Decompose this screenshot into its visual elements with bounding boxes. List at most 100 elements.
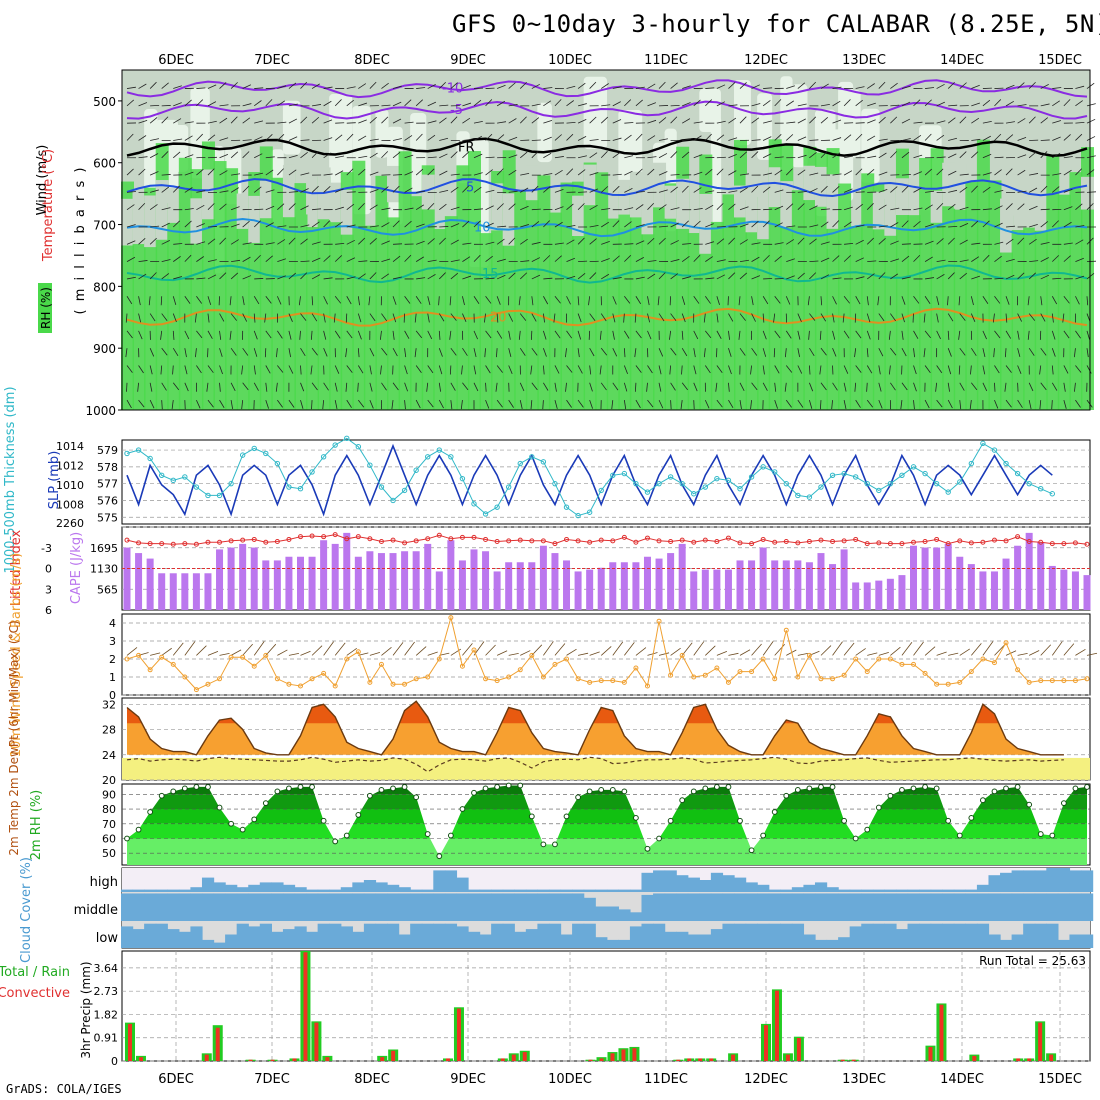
thickness-point [320,454,327,460]
thickness-point [494,504,500,510]
wind-barb [381,313,388,322]
wind-barb [554,365,560,374]
wind-barb [450,259,460,263]
wind-barb [1017,399,1023,408]
cloud-cell-high [1023,870,1036,892]
wind-barb [277,121,287,124]
wind-barb [300,313,307,321]
li-point [714,539,720,545]
date-label-bottom: 14DEC [940,1072,984,1087]
wind-barb [866,365,873,374]
wind-barb [1017,190,1027,193]
cloud-cell-high [768,889,781,892]
wind-barb [345,382,348,392]
wind-barb [1005,274,1015,280]
cape-tick-label: 1130 [90,563,118,576]
wind-barb [1051,400,1053,410]
wind-barb [416,240,425,245]
wind-barb [647,330,652,340]
wind-barb [1006,225,1016,228]
cloud-cell-low [560,934,573,948]
wind-barb [832,330,836,340]
wind-barb [161,116,169,124]
wind-barb [820,116,829,124]
wind-barb [982,330,987,340]
wind-barb [624,221,632,228]
wind-barb [728,365,732,375]
wind-barb [855,133,863,141]
wind10m-tick-label: 3 [109,635,116,648]
wind-barb [531,241,541,245]
wind-barb [392,185,400,193]
cloud-cell-low [595,937,608,948]
wind-barb [693,365,697,375]
wind-barb [658,81,666,89]
rh2m-point [968,814,975,821]
wind-barb [554,99,562,107]
wind-barb [346,99,354,107]
rh-gap [676,178,690,229]
wind-barb [867,83,875,89]
rh2m-point [725,784,732,790]
wind-barb [357,348,360,358]
wind-barb [231,173,241,176]
wind-barb [323,152,332,159]
cloud-cell-high [248,884,261,892]
li-point [610,538,616,544]
cape-bar [1014,545,1022,610]
wind-barb [508,348,512,358]
wind-barb [346,276,356,280]
cloud-cell-high [178,889,192,892]
wind-barb [577,169,586,176]
thickness-point [910,464,917,470]
wind-barb [866,330,871,340]
wind-barb [658,272,666,280]
cloud-cell-middle [791,893,805,921]
wind-axis-label: Wind (m/s) [35,145,50,216]
wind-barb [543,152,552,159]
wind-barb [866,348,869,358]
wind-barb [577,348,580,358]
wind-barb [219,154,229,159]
li-point [968,540,974,546]
wind-barb [265,242,275,245]
wind-barb [196,296,203,304]
thickness-point [182,474,188,480]
wind-barb [138,135,147,141]
cloud-cell-middle [467,893,481,921]
precip-convective-bar [500,1058,505,1061]
wind10m-point [945,681,951,687]
wind-barb [138,313,142,323]
cloud-cell-low [387,923,400,948]
wind-barb [566,203,574,211]
wind-barb [739,223,749,228]
wind-barb [161,207,171,211]
rh2m-point [1049,832,1056,839]
rh-high-region [1069,172,1083,410]
cape-bar [262,560,270,610]
wind-barb [959,206,969,211]
wind-barb [635,276,645,280]
wind10m-point [1072,678,1078,684]
cloud-cell-low [1000,939,1013,948]
thickness-frame [121,439,1091,525]
series-line-thickness [126,437,1053,517]
surface-wind-barb [300,650,311,656]
wind-barb [508,330,511,340]
li-point [691,539,697,545]
wind-barb [1040,241,1050,245]
cloud-cell-low [456,926,469,948]
surface-wind-barb [566,648,577,656]
wind-barb [890,258,900,263]
li-axis-label: Lifted Index [9,529,24,606]
wind-barb [681,330,684,340]
wind-barb [1028,151,1037,159]
wind-barb [878,365,881,375]
cloud-cell-middle [768,893,781,921]
wind-barb [959,239,968,245]
wind-barb [427,101,437,107]
wind-barb [1028,81,1036,89]
cloud-cell-high [757,884,770,892]
date-label-top: 10DEC [548,53,592,68]
wind-barb [277,399,283,408]
